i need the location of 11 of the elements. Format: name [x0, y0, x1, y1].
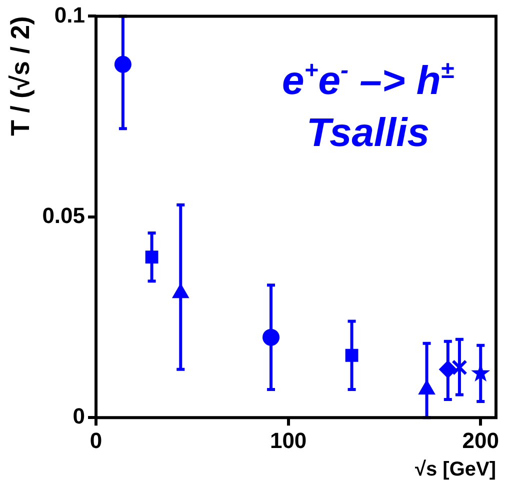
y-tick-label: 0 [72, 404, 86, 429]
x-tick-label: 200 [462, 428, 499, 453]
x-tick-label: 100 [270, 428, 307, 453]
point [452, 360, 468, 376]
annotation: Tsallis [306, 111, 430, 156]
x-axis-title: √s [GeV] [415, 458, 496, 481]
y-axis-title: T / (√s / 2) [4, 16, 35, 136]
annotation: e+e- –> h± [282, 57, 455, 104]
x-tick-label: 0 [90, 428, 102, 453]
y-tick-label: 0.1 [54, 2, 86, 28]
y-tick-label: 0.05 [42, 202, 86, 228]
